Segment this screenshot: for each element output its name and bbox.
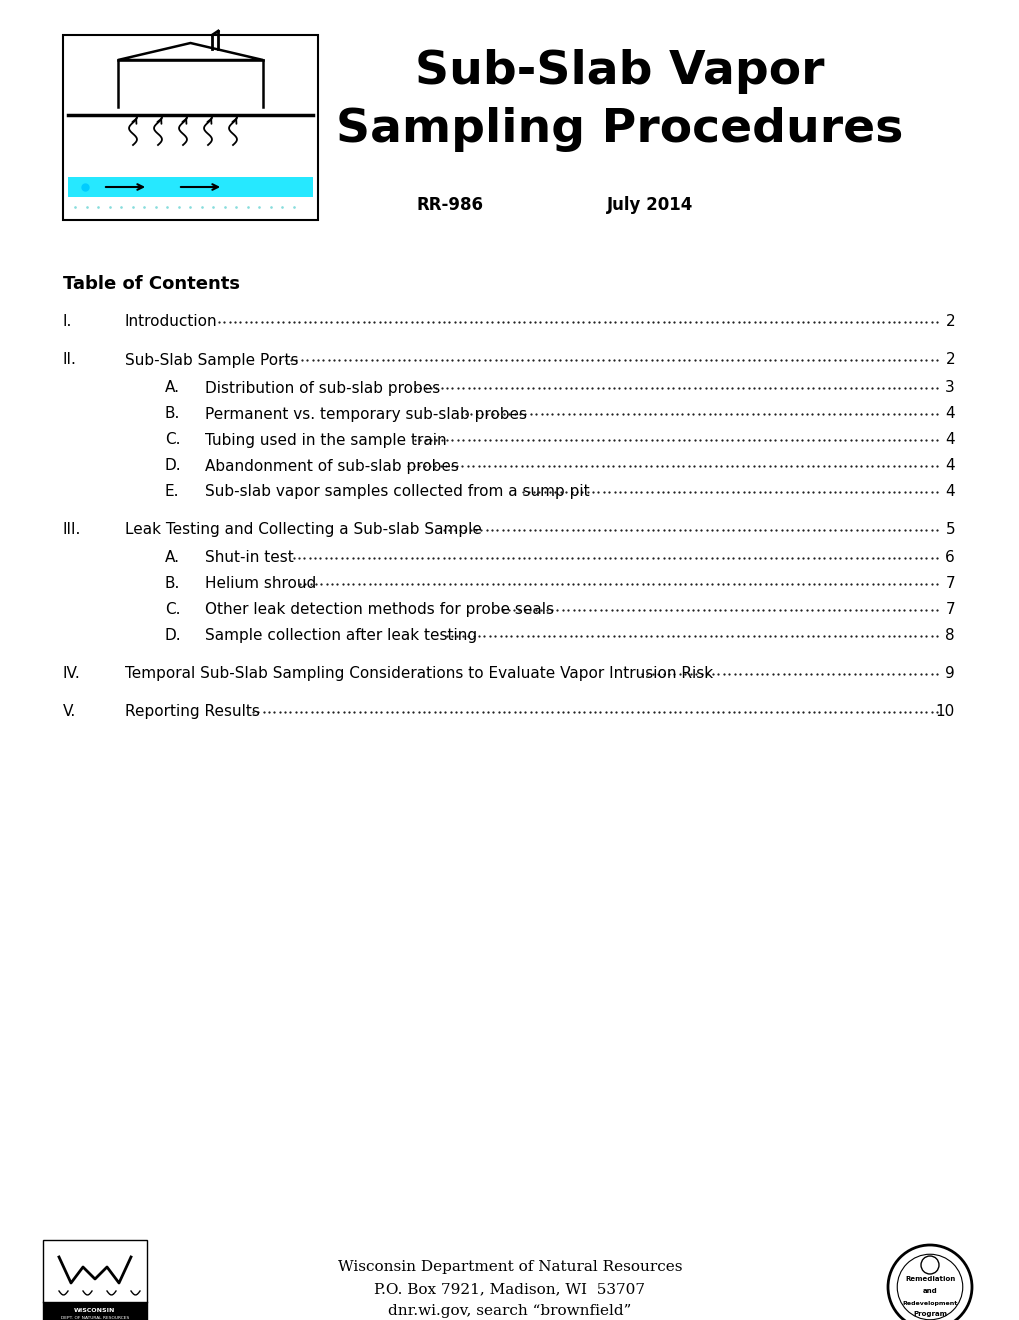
Text: Redevelopment: Redevelopment: [902, 1300, 957, 1305]
Text: Distribution of sub-slab probes: Distribution of sub-slab probes: [205, 380, 440, 396]
Text: 9: 9: [945, 667, 954, 681]
Text: 7: 7: [945, 602, 954, 618]
Text: A.: A.: [165, 380, 179, 396]
Text: B.: B.: [165, 577, 180, 591]
Text: Shut-in test: Shut-in test: [205, 550, 293, 565]
Text: E.: E.: [165, 484, 179, 499]
Text: Program: Program: [912, 1311, 946, 1317]
Text: B.: B.: [165, 407, 180, 421]
Text: 2: 2: [945, 314, 954, 330]
Text: Sample collection after leak testing: Sample collection after leak testing: [205, 628, 477, 643]
Bar: [43, 1302, 147, 1320]
Text: P.O. Box 7921, Madison, WI  53707: P.O. Box 7921, Madison, WI 53707: [374, 1282, 645, 1296]
Text: II.: II.: [63, 352, 76, 367]
Text: Permanent vs. temporary sub-slab probes: Permanent vs. temporary sub-slab probes: [205, 407, 527, 421]
Text: 6: 6: [945, 550, 954, 565]
Text: Sub-Slab Vapor: Sub-Slab Vapor: [415, 49, 824, 95]
Text: C.: C.: [165, 433, 180, 447]
Text: Temporal Sub-Slab Sampling Considerations to Evaluate Vapor Intrusion Risk: Temporal Sub-Slab Sampling Consideration…: [125, 667, 712, 681]
Bar: [68, 177, 313, 197]
Text: Table of Contents: Table of Contents: [63, 275, 239, 293]
Text: dnr.wi.gov, search “brownfield”: dnr.wi.gov, search “brownfield”: [388, 1304, 631, 1317]
Text: Helium shroud: Helium shroud: [205, 577, 316, 591]
Text: Wisconsin Department of Natural Resources: Wisconsin Department of Natural Resource…: [337, 1261, 682, 1274]
Text: Leak Testing and Collecting a Sub-slab Sample: Leak Testing and Collecting a Sub-slab S…: [125, 523, 481, 537]
Text: D.: D.: [165, 458, 181, 474]
Bar: [63, 36, 318, 220]
Text: I.: I.: [63, 314, 72, 330]
Text: Sampling Procedures: Sampling Procedures: [336, 107, 903, 153]
Text: A.: A.: [165, 550, 179, 565]
Text: IV.: IV.: [63, 667, 81, 681]
Text: Remediation: Remediation: [904, 1276, 954, 1282]
Text: DEPT. OF NATURAL RESOURCES: DEPT. OF NATURAL RESOURCES: [61, 1316, 129, 1320]
Text: 3: 3: [945, 380, 954, 396]
Bar: [43, 1239, 147, 1320]
Text: 4: 4: [945, 458, 954, 474]
Text: 2: 2: [945, 352, 954, 367]
Text: Introduction: Introduction: [125, 314, 217, 330]
Text: RR-986: RR-986: [416, 195, 483, 214]
Text: 10: 10: [934, 705, 954, 719]
Text: V.: V.: [63, 705, 76, 719]
Text: Abandonment of sub-slab probes: Abandonment of sub-slab probes: [205, 458, 459, 474]
Text: July 2014: July 2014: [606, 195, 693, 214]
Text: 5: 5: [945, 523, 954, 537]
Text: 4: 4: [945, 433, 954, 447]
Text: 4: 4: [945, 484, 954, 499]
Text: D.: D.: [165, 628, 181, 643]
Text: Other leak detection methods for probe seals: Other leak detection methods for probe s…: [205, 602, 553, 618]
Text: Sub-slab vapor samples collected from a sump pit: Sub-slab vapor samples collected from a …: [205, 484, 589, 499]
Text: 7: 7: [945, 577, 954, 591]
Text: III.: III.: [63, 523, 82, 537]
Text: Tubing used in the sample train: Tubing used in the sample train: [205, 433, 446, 447]
Text: Reporting Results: Reporting Results: [125, 705, 260, 719]
Text: WISCONSIN: WISCONSIN: [74, 1308, 115, 1313]
Text: 8: 8: [945, 628, 954, 643]
Text: C.: C.: [165, 602, 180, 618]
Text: 4: 4: [945, 407, 954, 421]
Text: Sub-Slab Sample Ports: Sub-Slab Sample Ports: [125, 352, 299, 367]
Text: and: and: [922, 1288, 936, 1294]
